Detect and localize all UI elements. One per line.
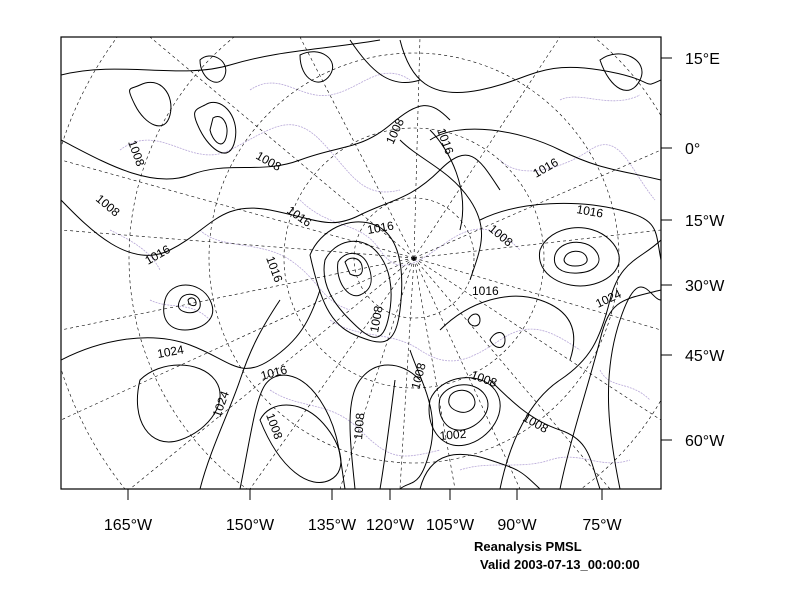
lon-label: 90°W bbox=[497, 517, 537, 534]
lat-label: 15°E bbox=[685, 51, 720, 68]
contour-label: 1016 bbox=[259, 362, 289, 383]
lat-label: 60°W bbox=[685, 433, 725, 450]
lon-label: 150°W bbox=[226, 517, 275, 534]
lon-label: 165°W bbox=[104, 517, 153, 534]
lon-ticks bbox=[127, 489, 603, 500]
map-caption-valid-time: Valid 2003-07-13_00:00:00 bbox=[480, 557, 640, 572]
lon-label: 120°W bbox=[366, 517, 415, 534]
coastlines bbox=[109, 72, 656, 471]
lat-label: 30°W bbox=[685, 278, 725, 295]
lat-labels: 15°E 0° 15°W 30°W 45°W 60°W bbox=[685, 51, 725, 450]
contour-label: 1008 bbox=[367, 304, 385, 333]
lon-label: 135°W bbox=[308, 517, 357, 534]
contour-label: 1016 bbox=[366, 218, 395, 236]
contour-label: 1016 bbox=[575, 202, 604, 220]
contour-label: 1008 bbox=[408, 361, 429, 391]
contour-label: 1016 bbox=[472, 284, 499, 298]
lat-label: 0° bbox=[685, 141, 700, 158]
lat-ticks bbox=[661, 57, 672, 441]
lon-label: 75°W bbox=[582, 517, 622, 534]
lat-label: 15°W bbox=[685, 213, 725, 230]
contour-label: 1024 bbox=[156, 342, 185, 360]
map-frame bbox=[60, 36, 662, 490]
isobars bbox=[61, 39, 661, 489]
lon-label: 105°W bbox=[426, 517, 475, 534]
contour-label: 1002 bbox=[439, 427, 467, 443]
contour-label: 1008 bbox=[351, 412, 367, 440]
lon-labels: 165°W 150°W 135°W 120°W 105°W 90°W 75°W bbox=[104, 517, 623, 534]
map-caption-title: Reanalysis PMSL bbox=[474, 539, 582, 554]
lat-label: 45°W bbox=[685, 348, 725, 365]
